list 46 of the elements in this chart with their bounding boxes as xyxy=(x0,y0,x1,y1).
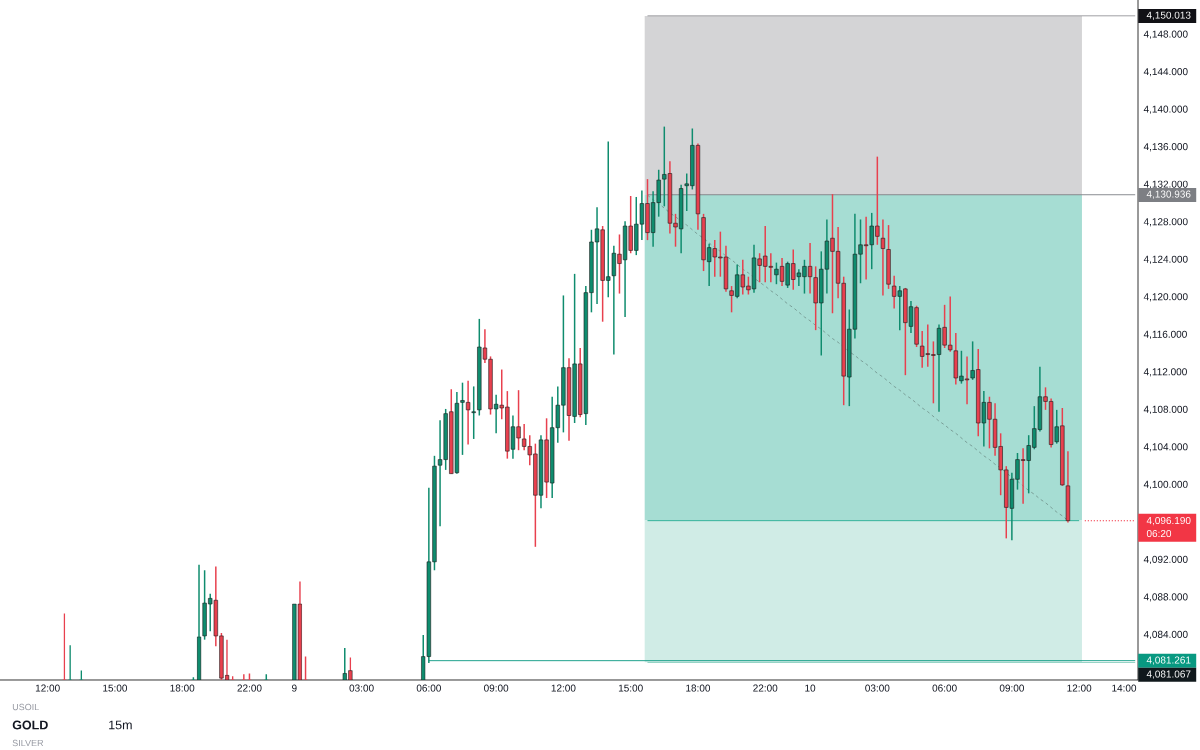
x-tick-label: 14:00 xyxy=(1112,684,1137,692)
x-tick-label: 18:00 xyxy=(686,684,711,692)
x-tick-label: 18:00 xyxy=(170,684,195,692)
data-label: 4,130.936 xyxy=(1146,190,1191,199)
x-tick-label: 12:00 xyxy=(551,684,576,692)
x-tick-label: 9 xyxy=(292,684,297,692)
y-tick-label: 4,088.000 xyxy=(1143,593,1188,602)
data-label: 4,096.190 xyxy=(1146,516,1191,526)
x-tick-label: 06:00 xyxy=(416,684,441,692)
y-tick-label: 4,148.000 xyxy=(1143,30,1188,39)
y-tick-label: 4,124.000 xyxy=(1143,255,1188,264)
x-tick-label: 06:00 xyxy=(932,684,957,692)
x-tick-label: 10 xyxy=(805,684,816,692)
y-tick-label: 4,108.000 xyxy=(1143,405,1188,415)
x-tick-label: 22:00 xyxy=(753,684,778,692)
text: 15m xyxy=(109,720,132,730)
candlestick xyxy=(880,218,886,297)
y-tick-label: 4,104.000 xyxy=(1143,443,1188,452)
y-tick-label: 4,112.000 xyxy=(1143,368,1187,377)
y-tick-label: 4,084.000 xyxy=(1143,630,1188,640)
text: 06:20 xyxy=(1146,529,1172,538)
y-tick-label: 4,144.000 xyxy=(1143,68,1188,77)
text: SILVER xyxy=(12,739,44,747)
y-tick-label: 4,092.000 xyxy=(1143,555,1188,565)
y-tick-label: 4,136.000 xyxy=(1143,143,1188,152)
data-label: 4,081.261 xyxy=(1146,656,1191,665)
x-tick-label: 09:00 xyxy=(484,684,509,692)
y-tick-label: 4,120.000 xyxy=(1143,293,1188,302)
y-tick-label: 4,116.000 xyxy=(1143,330,1187,339)
text: USOIL xyxy=(12,703,39,711)
text: GOLD xyxy=(12,720,48,730)
data-label: 4,150.013 xyxy=(1146,11,1191,20)
x-tick-label: 09:00 xyxy=(999,684,1024,692)
y-tick-label: 4,140.000 xyxy=(1143,105,1188,114)
y-tick-label: 4,128.000 xyxy=(1143,218,1188,227)
x-tick-label: 12:00 xyxy=(35,684,60,692)
y-tick-label: 4,100.000 xyxy=(1143,480,1188,490)
x-tick-label: 03:00 xyxy=(349,684,374,692)
x-tick-label: 12:00 xyxy=(1067,684,1092,692)
x-tick-label: 22:00 xyxy=(237,684,262,692)
candlestick xyxy=(471,385,476,440)
x-tick-label: 15:00 xyxy=(103,684,128,692)
y-tick-label: 4,132.000 xyxy=(1143,180,1188,189)
x-tick-label: 15:00 xyxy=(618,684,643,692)
data-label: 4,081.067 xyxy=(1146,670,1191,679)
x-tick-label: 03:00 xyxy=(865,684,890,692)
